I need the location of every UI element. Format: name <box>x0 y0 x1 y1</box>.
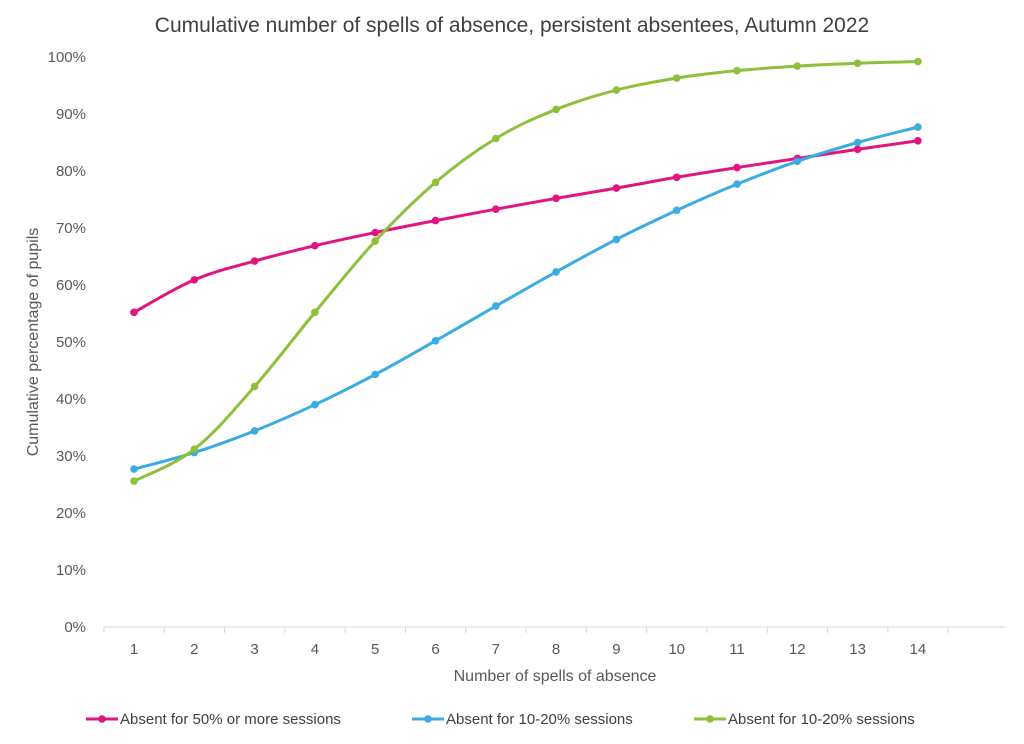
data-point <box>311 400 319 409</box>
x-tick-label: 7 <box>492 641 500 658</box>
data-point <box>190 276 199 284</box>
x-tick-label: 6 <box>431 641 439 658</box>
series-1 <box>130 136 922 317</box>
data-point <box>552 268 560 276</box>
legend: Absent for 50% or more sessions Absent fo… <box>86 711 915 728</box>
x-tick-label: 9 <box>612 641 620 658</box>
y-tick-label: 60% <box>56 277 86 294</box>
data-point <box>371 370 380 379</box>
data-point <box>311 308 319 317</box>
data-point <box>793 157 802 166</box>
data-point <box>612 235 621 244</box>
chart-title: Cumulative number of spells of absence, … <box>155 14 869 37</box>
x-tick-label: 5 <box>371 641 379 658</box>
legend-swatch-marker <box>98 715 106 723</box>
x-tick-label: 13 <box>849 641 866 658</box>
data-point <box>492 134 500 143</box>
y-tick-label: 20% <box>56 505 86 522</box>
legend-label: Absent for 50% or more sessions <box>120 711 341 728</box>
data-point <box>672 206 681 215</box>
x-tick-label: 11 <box>729 641 745 658</box>
y-tick-label: 0% <box>64 619 86 636</box>
x-axis: 1 2 3 4 5 6 7 8 9 10 11 12 13 14 <box>103 626 1005 658</box>
data-point <box>612 184 621 192</box>
data-point <box>431 337 440 345</box>
y-axis-title: Cumulative percentage of pupils <box>25 228 42 457</box>
data-point <box>492 302 500 310</box>
x-tick-label: 3 <box>250 641 258 658</box>
legend-swatch-marker <box>424 715 432 723</box>
y-tick-label: 30% <box>56 448 86 465</box>
data-point <box>733 163 741 172</box>
data-point <box>853 138 862 147</box>
x-tick-label: 1 <box>130 641 138 658</box>
x-axis-title: Number of spells of absence <box>454 668 657 685</box>
series-line <box>132 139 920 314</box>
data-point <box>914 136 922 145</box>
data-point <box>733 180 741 188</box>
legend-label: Absent for 10-20% sessions <box>446 711 633 728</box>
plot-area <box>130 57 922 485</box>
series-line <box>132 60 920 483</box>
data-point <box>612 86 621 94</box>
data-point <box>914 123 922 131</box>
data-point <box>311 241 319 250</box>
y-tick-label: 100% <box>48 49 86 66</box>
data-point <box>914 57 922 66</box>
data-point <box>431 216 440 225</box>
y-tick-label: 80% <box>56 163 86 180</box>
x-tick-label: 10 <box>668 641 685 658</box>
data-point <box>190 445 199 453</box>
x-tick-label: 8 <box>552 641 560 658</box>
data-point <box>672 173 681 182</box>
x-tick-label: 14 <box>910 641 927 658</box>
data-point <box>250 427 259 435</box>
x-tick-label: 12 <box>789 641 806 658</box>
y-tick-label: 50% <box>56 334 86 351</box>
data-point <box>130 308 138 317</box>
data-point <box>672 74 681 82</box>
data-point <box>552 105 560 114</box>
data-point <box>431 178 440 187</box>
y-tick-label: 10% <box>56 562 86 579</box>
data-point <box>130 477 138 485</box>
series-line <box>132 125 920 471</box>
data-point <box>130 465 138 473</box>
data-point <box>371 237 380 245</box>
series-2 <box>130 123 922 473</box>
y-axis: 0% 10% 20% 30% 40% 50% 60% 70% 80% 90% 100% <box>48 49 86 636</box>
legend-item: Absent for 50% or more sessions <box>86 711 341 728</box>
data-point <box>733 66 741 75</box>
x-tick-label: 4 <box>311 641 319 658</box>
legend-item: Absent for 10-20% sessions <box>412 711 633 728</box>
data-point <box>853 59 862 68</box>
x-tick-label: 2 <box>190 641 198 658</box>
legend-item: Absent for 10-20% sessions <box>694 711 915 728</box>
y-tick-label: 90% <box>56 106 86 123</box>
data-point <box>492 205 500 213</box>
data-point <box>853 145 862 154</box>
data-point <box>250 257 259 265</box>
y-tick-label: 70% <box>56 220 86 237</box>
data-point <box>552 194 560 203</box>
data-point <box>793 62 802 70</box>
legend-label: Absent for 10-20% sessions <box>728 711 915 728</box>
legend-swatch-marker <box>706 715 714 723</box>
data-point <box>371 228 380 237</box>
data-point <box>250 382 259 391</box>
y-tick-label: 40% <box>56 391 86 408</box>
series-3 <box>130 57 922 485</box>
